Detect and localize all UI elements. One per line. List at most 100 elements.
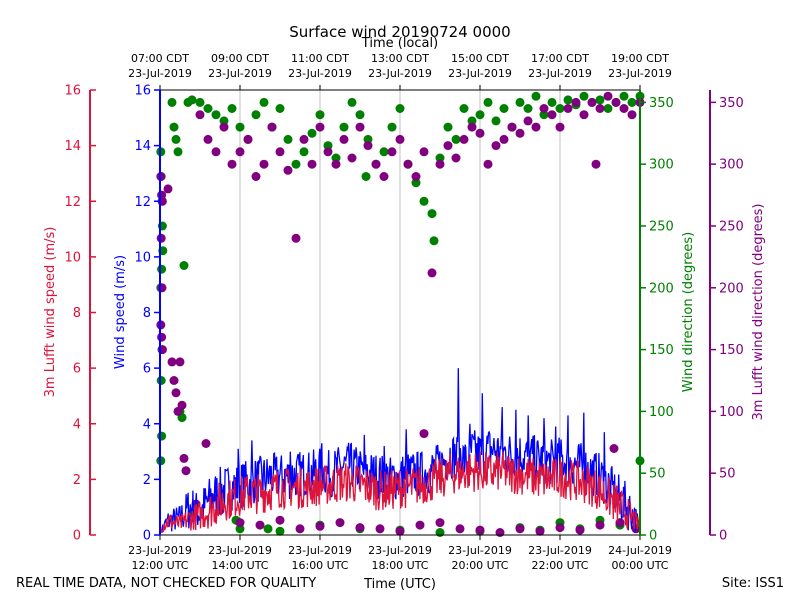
y-tick-label: 8: [143, 306, 151, 321]
lufft-direction-axis-title: 3m Lufft wind direction (degrees): [751, 204, 766, 421]
y-tick-label: 50: [649, 467, 666, 482]
data-point: [169, 122, 179, 132]
data-point: [555, 104, 565, 113]
site-footer: Site: ISS1: [722, 576, 784, 591]
data-point: [387, 122, 397, 132]
wind-direction-axis: 0 50 100 150 200 250 300 350: [639, 90, 674, 544]
data-point: [563, 104, 573, 113]
data-point: [167, 357, 177, 367]
data-point: [467, 116, 477, 126]
data-point: [307, 159, 317, 169]
top-tick-label-date: 23-Jul-2019: [448, 67, 512, 80]
data-point: [539, 104, 549, 113]
data-point: [201, 439, 211, 448]
x-tick-label-time: 14:00 UTC: [211, 559, 268, 572]
data-point: [595, 95, 605, 105]
data-point: [591, 159, 601, 169]
data-point: [443, 141, 453, 151]
x-tick-label-time: 16:00 UTC: [291, 559, 348, 572]
y-tick-label: 12: [134, 195, 151, 210]
data-point: [483, 159, 493, 169]
data-point: [411, 172, 421, 181]
data-point: [387, 147, 397, 157]
y-tick-label: 10: [134, 250, 151, 265]
y-tick-label: 300: [649, 158, 674, 173]
data-point: [251, 172, 261, 181]
y-tick-label: 16: [64, 84, 81, 99]
y-tick-label: 12: [64, 195, 81, 210]
data-point: [475, 128, 485, 138]
data-point: [611, 97, 621, 107]
data-point: [451, 134, 461, 144]
data-point: [339, 134, 349, 144]
data-point: [603, 91, 613, 101]
wind-direction-axis-title: Wind direction (degrees): [681, 232, 696, 392]
y-tick-label: 6: [143, 362, 151, 377]
data-point: [259, 97, 269, 107]
data-point: [307, 128, 317, 138]
y-tick-label: 0: [73, 529, 81, 544]
data-point: [579, 110, 589, 120]
y-tick-label: 250: [649, 219, 674, 234]
data-point: [363, 134, 373, 144]
lufft-speed-axis-title: 3m Lufft wind speed (m/s): [43, 227, 58, 398]
y-tick-label: 14: [134, 139, 151, 154]
data-point: [395, 104, 405, 113]
data-point: [335, 518, 345, 528]
top-tick-label-time: 09:00 CDT: [211, 52, 269, 65]
data-point: [347, 97, 357, 107]
x-tick-label-date: 23-Jul-2019: [448, 544, 512, 557]
data-point: [171, 134, 181, 144]
y-tick-label: 350: [719, 96, 744, 111]
data-point: [169, 376, 179, 385]
data-point: [283, 134, 293, 144]
data-point: [535, 526, 545, 536]
data-point: [157, 264, 167, 274]
x-tick-label-date: 23-Jul-2019: [208, 544, 272, 557]
data-point: [339, 122, 349, 132]
y-tick-label: 4: [73, 417, 81, 432]
top-tick-label-date: 23-Jul-2019: [368, 67, 432, 80]
data-point: [547, 97, 557, 107]
data-point: [595, 104, 605, 113]
data-point: [531, 91, 541, 101]
data-point: [179, 261, 189, 270]
data-point: [255, 520, 265, 530]
data-point: [173, 147, 183, 157]
data-point: [379, 147, 389, 157]
data-point: [515, 524, 525, 534]
data-point: [627, 110, 637, 120]
data-point: [219, 122, 229, 132]
y-tick-label: 2: [73, 473, 81, 488]
data-point: [295, 524, 305, 534]
data-point: [291, 233, 301, 243]
y-tick-label: 6: [73, 362, 81, 377]
data-point: [395, 526, 405, 536]
lufft-direction-axis: 0 50 100 150 200 250 300 350: [709, 90, 744, 544]
data-point: [395, 134, 405, 144]
data-point: [331, 159, 341, 169]
data-point: [259, 159, 269, 169]
data-point: [483, 97, 493, 107]
y-tick-label: 0: [143, 529, 151, 544]
y-tick-label: 350: [649, 96, 674, 111]
data-point: [203, 134, 213, 144]
data-point: [403, 159, 413, 169]
top-tick-label-date: 23-Jul-2019: [608, 67, 672, 80]
data-point: [361, 172, 371, 181]
data-point: [355, 110, 365, 120]
data-point: [435, 518, 445, 528]
data-point: [235, 122, 245, 132]
y-tick-label: 200: [719, 281, 744, 296]
data-point: [587, 97, 597, 107]
top-tick-label-time: 19:00 CDT: [611, 52, 669, 65]
data-point: [427, 209, 437, 219]
data-point: [167, 97, 177, 107]
x-tick-label-date: 23-Jul-2019: [368, 544, 432, 557]
data-point: [619, 91, 629, 101]
wind-speed-axis-title: Wind speed (m/s): [113, 255, 128, 369]
top-tick-label-date: 23-Jul-2019: [208, 67, 272, 80]
data-point: [435, 159, 445, 169]
data-point: [443, 122, 453, 132]
